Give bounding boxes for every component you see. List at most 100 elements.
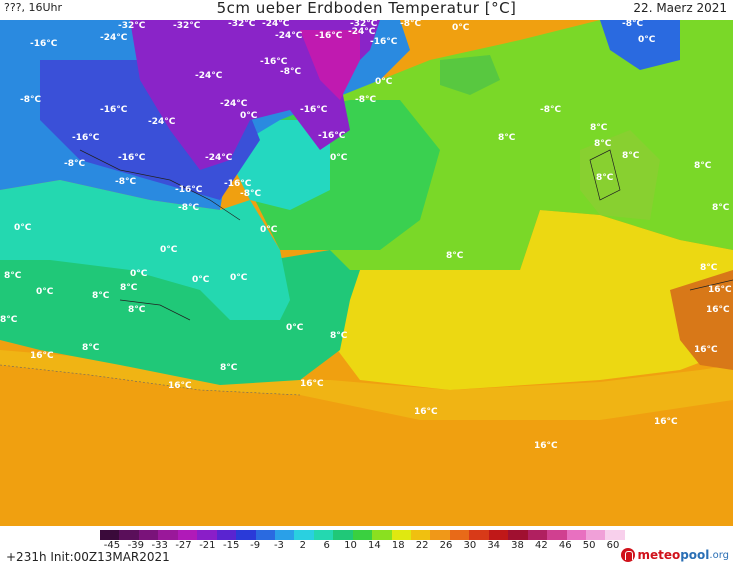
colorbar-swatch: [508, 530, 528, 540]
colorbar-swatch: [333, 530, 353, 540]
colorbar-swatch: [294, 530, 314, 540]
extreme-cold-magenta: [300, 30, 360, 100]
colorbar-tick-label: -45: [103, 540, 121, 551]
colorbar-swatch: [197, 530, 217, 540]
colorbar-swatch: [430, 530, 450, 540]
colorbar-swatch: [255, 530, 275, 540]
temp-label: 16°C: [30, 351, 54, 361]
temp-label: 0°C: [375, 77, 393, 87]
temp-label: -8°C: [355, 95, 376, 105]
cold-zone-norway: [600, 20, 680, 70]
colorbar-swatch: [547, 530, 567, 540]
temp-label: -8°C: [240, 189, 261, 199]
temp-label: -16°C: [100, 105, 128, 115]
colorbar-swatch: [527, 530, 548, 540]
temp-label: 8°C: [82, 343, 100, 353]
temp-label: 8°C: [712, 203, 730, 213]
temp-label: -8°C: [20, 95, 41, 105]
colorbar-ticks: -45 -39 -33 -27 -21 -15 -9 -3 2 6 10 14 18 22 26 30 34 38…: [100, 540, 625, 552]
coastline-uk: [589, 149, 621, 201]
colorbar-tick-label: -21: [199, 540, 216, 551]
temp-label: -24°C: [148, 117, 176, 127]
coastline-labrador: [79, 149, 241, 221]
temp-label: 0°C: [452, 23, 470, 33]
colorbar-tick-label: 46: [558, 540, 572, 551]
map-canvas: -32°C -32°C -32°C -24°C -16°C -24°C -24°…: [0, 20, 733, 526]
meteopool-logo[interactable]: meteo pool .org: [621, 546, 729, 564]
temp-label: 8°C: [596, 173, 614, 183]
logo-text-org: .org: [709, 549, 729, 561]
colorbar-swatch: [391, 530, 411, 540]
temp-label: -24°C: [195, 71, 223, 81]
temp-label: 16°C: [694, 345, 718, 355]
colorbar-tick-label: 60: [606, 540, 620, 551]
colorbar-swatch: [216, 530, 237, 540]
colorbar-tick-label: -27: [175, 540, 192, 551]
isotherm-16: [0, 364, 301, 396]
logo-text-meteo: meteo: [637, 548, 681, 562]
colorbar-swatch: [585, 530, 606, 540]
temp-label: 16°C: [534, 441, 558, 451]
header-date: 22. Maerz 2021: [633, 1, 727, 15]
temperature-labels: -32°C -32°C -32°C -24°C -16°C -24°C -24°…: [0, 20, 732, 451]
colorbar-tick-label: 22: [415, 540, 429, 551]
temp-label: 8°C: [694, 161, 712, 171]
temp-label: -16°C: [300, 105, 328, 115]
meteopool-logo-icon: [621, 548, 636, 562]
colorbar-tick-label: 42: [535, 540, 548, 551]
temp-label: 8°C: [446, 251, 464, 261]
colorbar-swatch: [469, 530, 489, 540]
temp-label: 0°C: [260, 225, 278, 235]
temp-label: -16°C: [318, 131, 346, 141]
temp-label: -32°C: [350, 20, 378, 29]
temp-label: -24°C: [205, 153, 233, 163]
colorbar-tick-label: 38: [511, 540, 524, 551]
temp-label: 16°C: [300, 379, 324, 389]
temp-label: -24°C: [275, 31, 303, 41]
temp-label: 16°C: [654, 417, 678, 427]
temp-label: -8°C: [540, 105, 561, 115]
british-isles-area: [580, 130, 660, 220]
temp-label: 0°C: [36, 287, 54, 297]
temp-label: -32°C: [228, 20, 256, 29]
temp-label: 16°C: [414, 407, 438, 417]
temp-label: -16°C: [118, 153, 146, 163]
temp-label: 8°C: [700, 263, 718, 273]
temp-label: 0°C: [14, 223, 32, 233]
colorbar-swatch: [566, 530, 586, 540]
init-time-label: +231h Init:00Z13MAR2021: [6, 550, 170, 564]
temp-label: -16°C: [260, 57, 288, 67]
colorbar-tick-label: 30: [463, 540, 477, 551]
temp-label: -24°C: [348, 27, 376, 37]
temp-label: -8°C: [622, 20, 643, 29]
colorbar-tick-label: 2: [299, 540, 306, 551]
temp-label: 16°C: [706, 305, 730, 315]
coastline-iberia: [689, 279, 733, 291]
temp-label: -8°C: [115, 177, 136, 187]
footer-bar: -45 -39 -33 -27 -21 -15 -9 -3 2 6 10 14 18 22 26 30 34 38…: [0, 526, 733, 566]
iceland-area: [440, 55, 500, 95]
temp-label: 8°C: [594, 139, 612, 149]
temp-label: -16°C: [224, 179, 252, 189]
temp-label: 0°C: [230, 273, 248, 283]
temp-label: 0°C: [286, 323, 304, 333]
iberia-area: [670, 270, 733, 370]
header-time-label: ???, 16Uhr: [4, 1, 63, 14]
colorbar-tick-label: 10: [344, 540, 357, 551]
colorbar-tick-label: 18: [391, 540, 405, 551]
temp-label: 0°C: [330, 153, 348, 163]
colorbar-swatch: [352, 530, 373, 540]
temp-label: -24°C: [262, 20, 290, 29]
cold-zone-cyan: [0, 180, 290, 320]
temp-label: 0°C: [638, 35, 656, 45]
temp-label: 0°C: [240, 111, 258, 121]
temp-label: -24°C: [220, 99, 248, 109]
temp-label: 16°C: [168, 381, 192, 391]
colorbar-tick-label: -3: [273, 540, 284, 551]
colorbar-swatch: [138, 530, 159, 540]
temp-label: 8°C: [220, 363, 238, 373]
colorbar-swatch: [236, 530, 256, 540]
colorbar-swatch: [411, 530, 431, 540]
colorbar-tick-label: -39: [127, 540, 144, 551]
colorbar-swatch: [100, 530, 120, 540]
